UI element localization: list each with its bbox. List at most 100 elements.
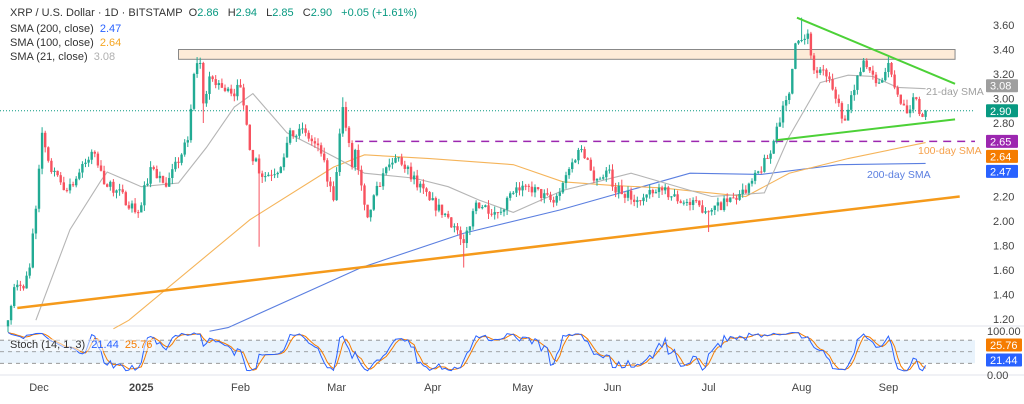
candle [391, 162, 394, 165]
candle [208, 76, 211, 94]
resistance-zone [178, 49, 956, 60]
price-badge-value: 2.90 [990, 106, 1011, 118]
candle [750, 180, 754, 184]
candle [791, 68, 794, 94]
candle [784, 100, 788, 106]
candle [881, 80, 884, 83]
candle [905, 105, 909, 114]
candle [202, 62, 205, 104]
price-badge: 2.65 [986, 134, 1018, 148]
candle [450, 217, 453, 228]
candle [471, 211, 475, 227]
candle [22, 285, 25, 289]
candle [164, 182, 168, 187]
candle [822, 69, 825, 71]
candle [753, 172, 757, 181]
candle [276, 172, 279, 175]
price-badge: 2.47 [986, 164, 1018, 178]
candle [319, 145, 323, 154]
candle [651, 189, 654, 194]
sma200-legend[interactable]: SMA (200, close) 2.47 [10, 23, 124, 35]
candle [90, 151, 93, 160]
candle [298, 128, 301, 136]
candle [254, 158, 258, 162]
stoch-badge: 21.44 [986, 353, 1022, 367]
candle [778, 122, 782, 127]
candle [862, 60, 865, 72]
candle [608, 169, 611, 171]
price-axis-label: 1.60 [993, 265, 1014, 277]
candle [660, 187, 664, 191]
candle [766, 157, 769, 159]
candle [109, 181, 112, 187]
candle [140, 205, 143, 213]
candle [744, 189, 747, 193]
candle [366, 204, 369, 218]
candle [530, 186, 534, 193]
candle [183, 142, 186, 155]
candle [552, 199, 555, 203]
candle [465, 230, 468, 244]
open-number: 2.86 [197, 7, 219, 19]
sma21-legend[interactable]: SMA (21, close) 3.08 [10, 51, 118, 63]
candle [115, 190, 118, 193]
candle [372, 195, 375, 210]
sma100-legend[interactable]: SMA (100, close) 2.64 [10, 37, 124, 49]
candle [71, 184, 75, 186]
candle [518, 187, 521, 191]
candle [623, 194, 627, 198]
stoch-legend[interactable]: Stoch (14, 1, 3) 21.44 25.76 [10, 339, 156, 351]
candle [598, 178, 602, 180]
candle [31, 233, 34, 268]
candle [56, 170, 59, 176]
candle [121, 189, 124, 193]
candle [440, 204, 444, 215]
candle [583, 149, 586, 159]
candle [567, 169, 571, 176]
candle [710, 209, 713, 212]
candle [549, 194, 552, 200]
candle [307, 132, 310, 139]
candle [890, 62, 893, 75]
sma200-value: 2.47 [99, 23, 122, 35]
open-value: O2.86 [189, 7, 222, 19]
symbol-legend: XRP / U.S. Dollar · 1D · BITSTAMP O2.86 … [10, 7, 420, 19]
candle [874, 74, 878, 84]
price-badge-bg [986, 164, 1018, 178]
candle [347, 127, 351, 143]
candle [406, 166, 410, 169]
candle [288, 130, 292, 143]
candle [769, 153, 772, 159]
candle [143, 185, 146, 206]
sma21-annotation: 21-day SMA [926, 86, 984, 98]
candle [124, 192, 127, 206]
candle [834, 89, 837, 99]
candle [620, 185, 623, 195]
candle [524, 185, 527, 187]
candle [698, 200, 701, 206]
candle [912, 97, 915, 110]
price-badge: 2.64 [986, 149, 1018, 163]
time-axis-label: Feb [231, 382, 250, 394]
candle [871, 70, 875, 75]
candle [555, 195, 558, 203]
candle [806, 33, 809, 39]
candle [59, 175, 62, 183]
candle [667, 187, 670, 198]
candle [521, 185, 524, 191]
candle [431, 198, 434, 201]
candle [682, 202, 685, 204]
price-axis-label: 2.80 [993, 118, 1014, 130]
candle [707, 211, 710, 213]
candle [586, 158, 589, 160]
candle [850, 95, 853, 110]
candle [84, 162, 87, 165]
candle [719, 202, 723, 211]
candle [388, 164, 391, 168]
candle [245, 105, 248, 125]
price-axis-label: 2.20 [993, 192, 1014, 204]
candle [273, 174, 276, 176]
candle [425, 188, 428, 192]
candle [270, 174, 273, 176]
